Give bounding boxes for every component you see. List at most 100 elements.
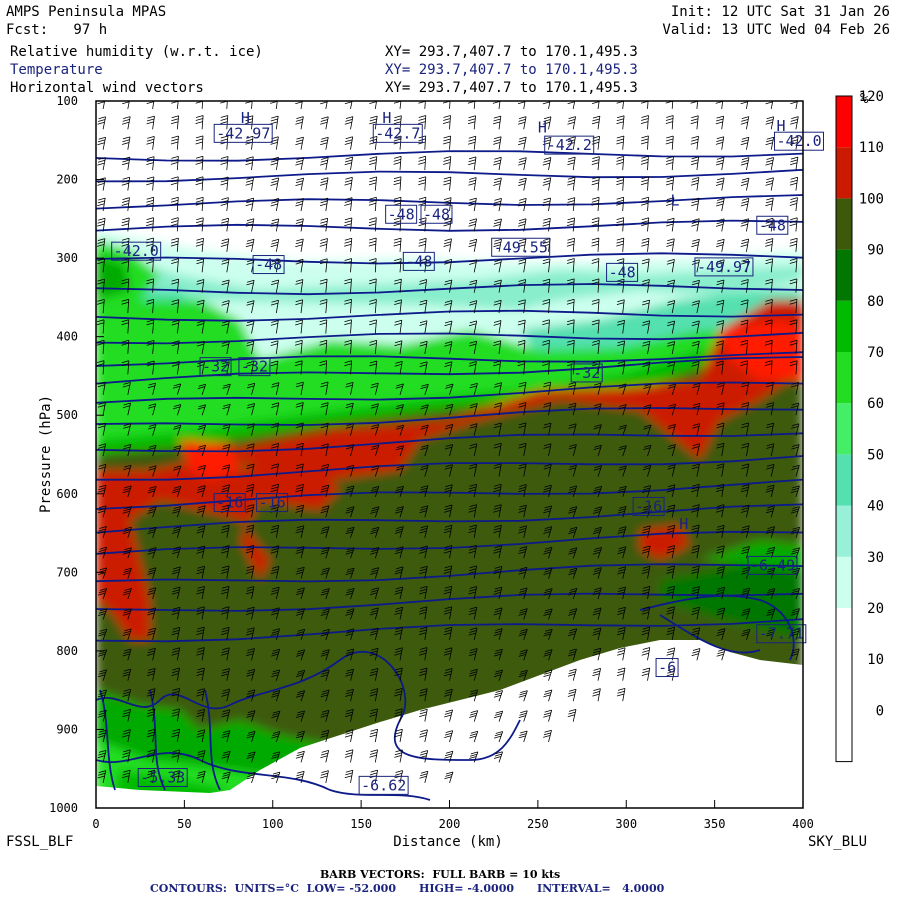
wind-barb [568, 464, 577, 477]
wind-barb [617, 526, 627, 538]
wind-barb [196, 708, 205, 722]
wind-barb [666, 238, 675, 252]
wind-barb [295, 730, 305, 743]
temperature-contour [96, 194, 803, 210]
wind-barb [591, 237, 600, 252]
wind-barb [270, 443, 279, 457]
wind-barb [617, 606, 626, 620]
wind-barb [196, 770, 206, 784]
wind-barb [518, 546, 528, 559]
wind-barb [567, 709, 577, 722]
wind-barb [221, 341, 230, 354]
contour-label-box [632, 496, 665, 516]
wind-barb [765, 381, 774, 395]
wind-barb [493, 218, 502, 232]
wind-barb [765, 101, 774, 109]
wind-barb [97, 217, 106, 232]
wind-barb [493, 340, 502, 354]
wind-barb [369, 607, 379, 620]
wind-barb [790, 382, 799, 395]
wind-barb [270, 238, 280, 252]
wind-barb [370, 382, 379, 395]
wind-barb [740, 360, 748, 375]
wind-barb [444, 424, 454, 436]
wind-barb [147, 567, 157, 579]
wind-barb [246, 361, 255, 375]
wind-barb [245, 524, 255, 538]
contour-extremum-mark: H [776, 117, 785, 135]
temperature-contour [96, 651, 521, 761]
wind-barb [245, 115, 254, 130]
wind-barb [468, 606, 478, 620]
wind-barb [320, 505, 330, 518]
wind-barb [617, 566, 627, 579]
wind-barb [196, 485, 206, 498]
wind-barb [145, 237, 154, 252]
y-tick-label: 800 [56, 644, 78, 658]
wind-barb [690, 115, 699, 130]
wind-barb [270, 607, 280, 620]
temperature-contour [96, 381, 803, 404]
wind-barb [146, 688, 156, 702]
wind-barb [295, 690, 306, 702]
wind-barb [493, 545, 502, 559]
wind-barb [517, 136, 527, 150]
wind-barb [716, 463, 725, 477]
wind-barb [493, 238, 502, 252]
wind-barb [443, 545, 453, 559]
wind-barb [690, 101, 699, 109]
wind-barb [640, 176, 649, 191]
x-tick-label: 150 [350, 817, 372, 831]
contour-label-box [491, 237, 551, 257]
wind-barb [640, 155, 649, 171]
wind-barb [469, 463, 478, 477]
x-tick-label: 250 [527, 817, 549, 831]
wind-barb [666, 668, 676, 681]
wind-barb [418, 647, 428, 661]
wind-barb [369, 101, 377, 109]
wind-barb [518, 628, 528, 641]
contour-label-box [199, 357, 232, 377]
contour-label: -6.49 [750, 556, 795, 574]
wind-barb [97, 136, 106, 150]
wind-barb [295, 669, 306, 681]
wind-barb [97, 116, 106, 130]
wind-barb [121, 339, 130, 354]
wind-barb [442, 115, 451, 130]
wind-barb [468, 340, 477, 354]
wind-barb [567, 101, 576, 109]
wind-barb [171, 566, 181, 579]
wind-barb [790, 628, 800, 641]
wind-barb [419, 485, 429, 498]
wind-barb [692, 423, 701, 436]
wind-barb [542, 299, 551, 314]
wind-barb [196, 258, 205, 273]
x-axis-label: Distance (km) [393, 834, 503, 850]
wind-barb [220, 238, 230, 252]
wind-barb [493, 320, 502, 334]
contour-legend: CONTOURS: UNITS=°C LOW= -52.000 HIGH= -4… [150, 882, 665, 895]
wind-barb [667, 464, 676, 477]
wind-barb [543, 588, 553, 600]
wind-barb [246, 463, 255, 477]
wind-barb [492, 115, 502, 130]
wind-barb [518, 525, 527, 538]
wind-barb [593, 403, 602, 416]
wind-barb [195, 176, 204, 191]
wind-barb [468, 218, 477, 232]
wind-barb [443, 647, 453, 661]
wind-barb [493, 360, 501, 375]
wind-barb [419, 729, 428, 743]
wind-barb [395, 404, 404, 416]
wind-barb [568, 402, 577, 416]
wind-barb [220, 217, 229, 232]
wind-barb [146, 176, 155, 191]
wind-barb [568, 506, 578, 518]
wind-barb [444, 320, 453, 334]
wind-barb [740, 177, 750, 191]
wind-barb [618, 404, 627, 416]
wind-barb [295, 649, 306, 661]
wind-barb [493, 504, 502, 518]
wind-barb [345, 485, 355, 498]
wind-barb [246, 648, 255, 661]
